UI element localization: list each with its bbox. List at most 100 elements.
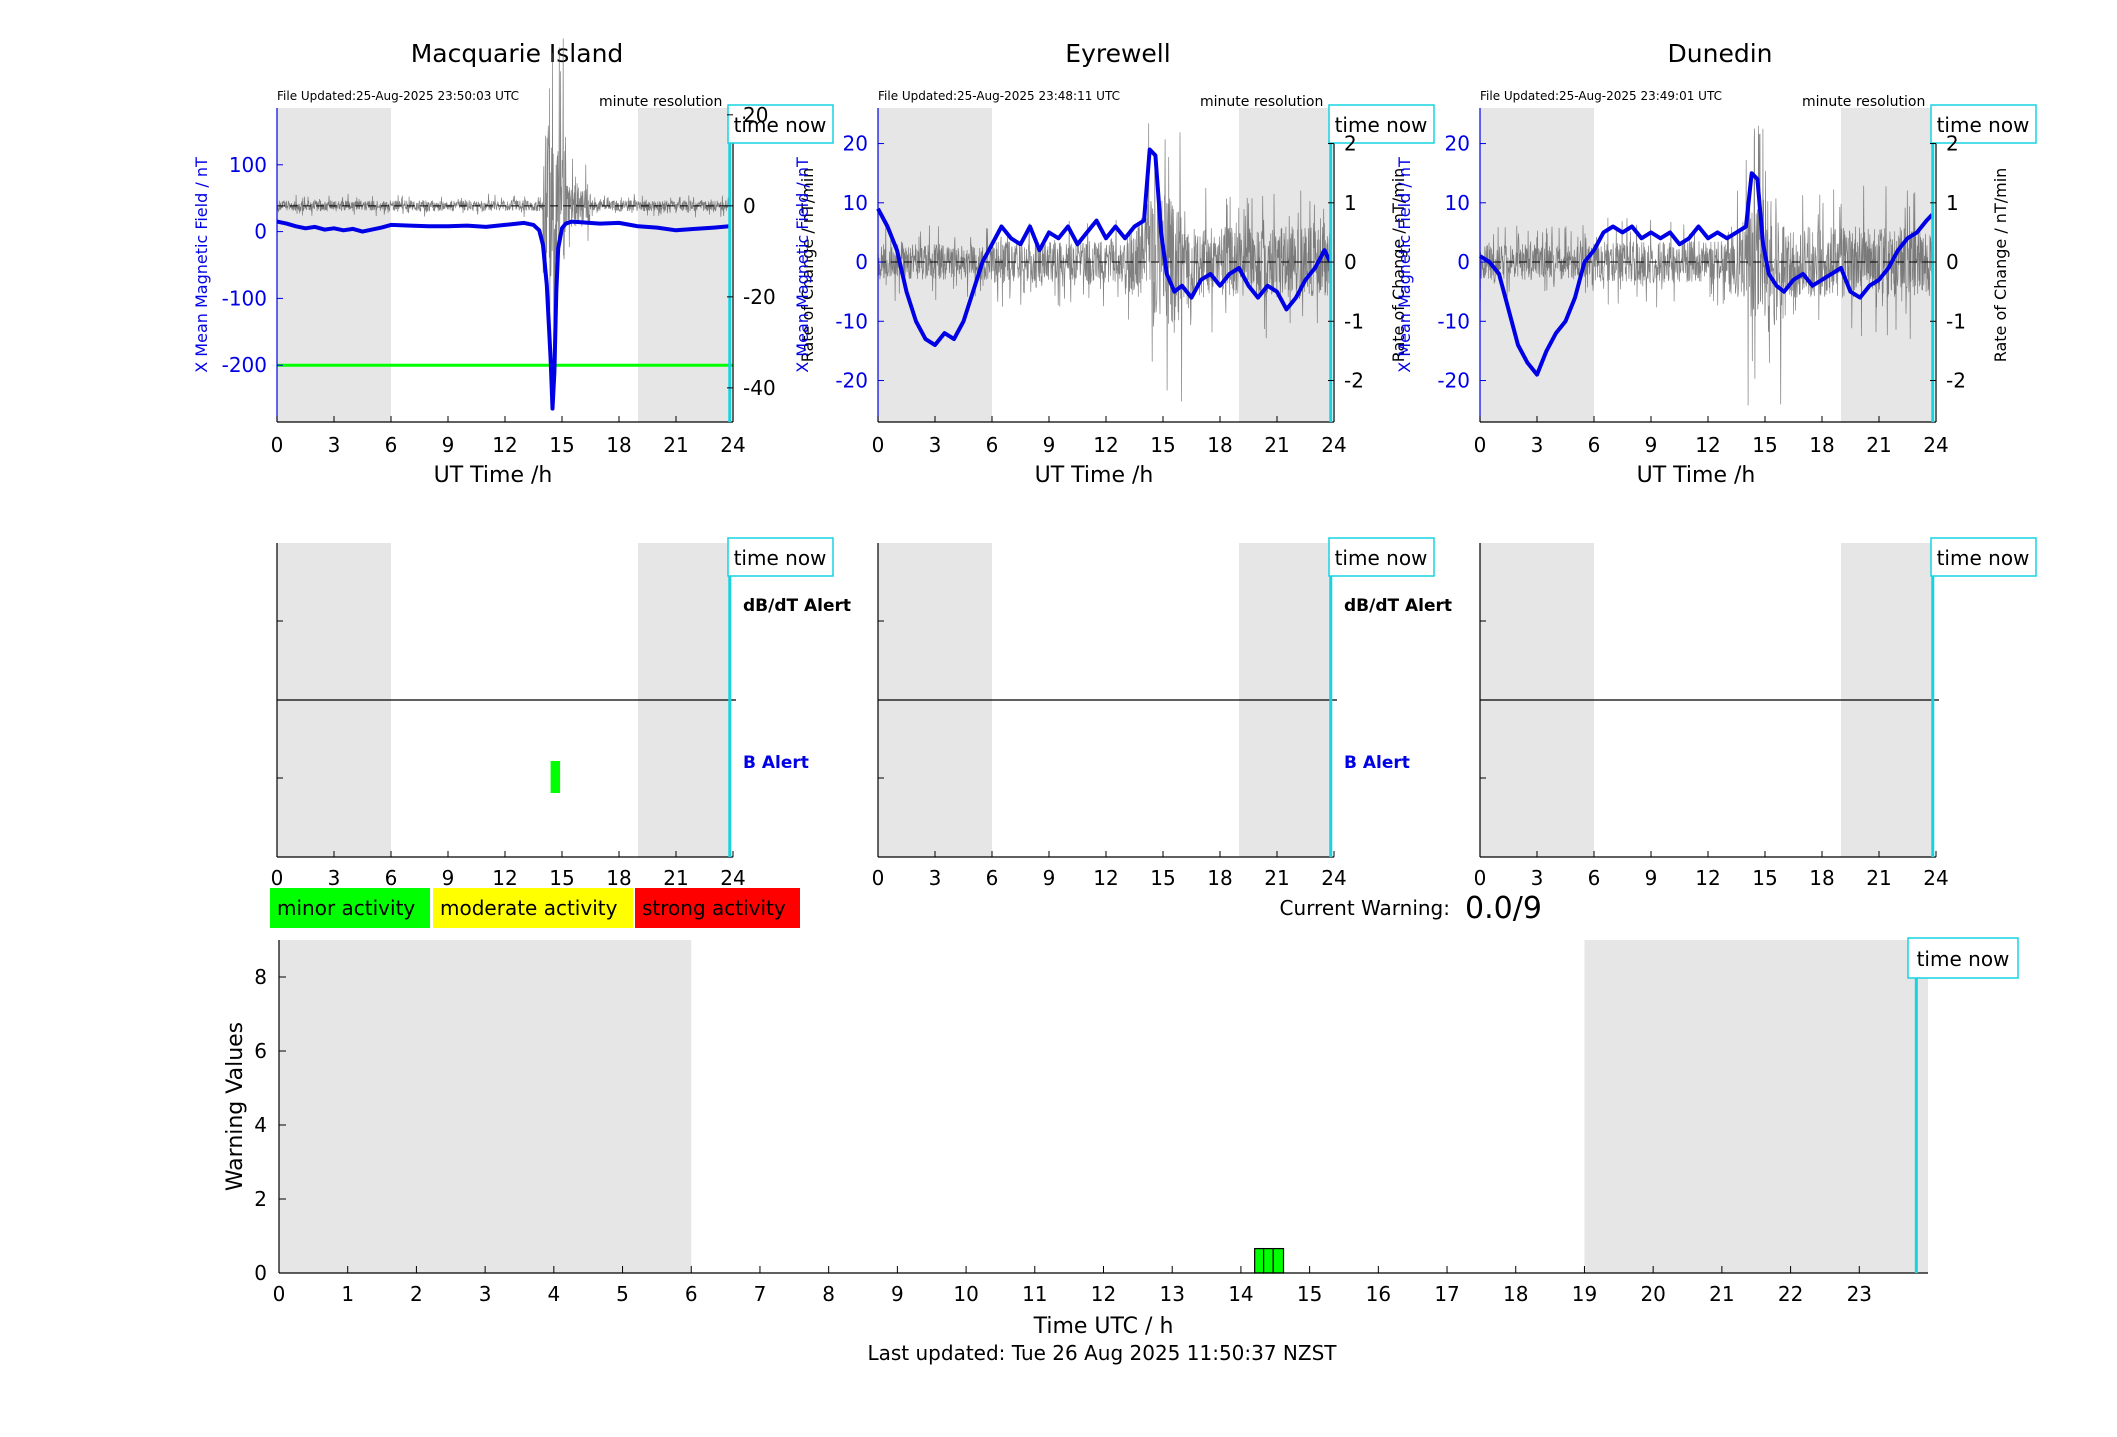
x-tick-label: 6: [1588, 866, 1601, 890]
x-tick-label: 15: [549, 866, 574, 890]
right-tick-label: -40: [743, 376, 776, 400]
x-field-series: [276, 219, 730, 411]
current-warning-value: 0.0/9: [1465, 891, 1542, 926]
time-now-label: time now: [1937, 546, 2030, 570]
warning-x-tick-label: 20: [1640, 1282, 1665, 1306]
x-tick-label: 24: [1923, 433, 1948, 457]
x-tick-label: 0: [872, 433, 885, 457]
right-axis-label: Rate of Change / nT/min: [1991, 168, 2010, 363]
dbdt-alert-label: dB/dT Alert: [743, 596, 851, 616]
rate-of-change-trace: [1479, 125, 1933, 406]
left-tick-label: -100: [222, 286, 267, 310]
right-tick-label: -1: [1344, 309, 1364, 333]
warning-x-tick-label: 12: [1091, 1282, 1116, 1306]
x-tick-label: 3: [328, 866, 341, 890]
warning-x-tick-label: 0: [273, 1282, 286, 1306]
file-updated-text: File Updated:25-Aug-2025 23:49:01 UTC: [1480, 89, 1722, 103]
x-tick-label: 9: [1043, 866, 1056, 890]
time-now-box: time now: [1930, 104, 2037, 144]
time-now-frame: [1328, 537, 1435, 577]
x-tick-label: 0: [271, 866, 284, 890]
legend-swatch: [433, 888, 633, 928]
warning-y-tick-label: 0: [254, 1261, 267, 1285]
legend-swatch: [270, 888, 430, 928]
warning-x-tick-label: 1: [341, 1282, 354, 1306]
left-tick-label: -20: [1437, 369, 1470, 393]
x-tick-label: 15: [549, 433, 574, 457]
x-axis-label: UT Time /h: [1035, 463, 1154, 488]
dbdt-alert-label: dB/dT Alert: [1344, 596, 1452, 616]
x-tick-label: 3: [929, 433, 942, 457]
x-tick-label: 24: [1321, 433, 1346, 457]
warning-y-tick-label: 8: [254, 965, 267, 989]
warning-x-tick-label: 11: [1022, 1282, 1047, 1306]
x-tick-label: 15: [1752, 866, 1777, 890]
x-tick-label: 21: [1264, 866, 1289, 890]
legend-item-1: moderate activity: [433, 888, 633, 928]
x-axis-label: UT Time /h: [434, 463, 553, 488]
time-now-box: time now: [1930, 537, 2037, 577]
station-title: Dunedin: [1668, 39, 1773, 68]
left-tick-label: -10: [1437, 309, 1470, 333]
night-shading: [1584, 940, 1928, 1273]
warning-bar: [1254, 1247, 1265, 1274]
x-tick-label: 6: [986, 866, 999, 890]
x-tick-label: 3: [328, 433, 341, 457]
time-now-frame: [727, 104, 834, 144]
time-now-frame: [727, 537, 834, 577]
warning-x-label: Time UTC / h: [1033, 1314, 1174, 1339]
b-alert-label: B Alert: [743, 753, 809, 773]
warning-x-tick-label: 6: [685, 1282, 698, 1306]
x-field-series: [1478, 171, 1934, 377]
alert-panel-0: time now dB/dT Alert B Alert 0 3 6 9 12 15 18 21 24: [271, 537, 851, 890]
night-shading: [279, 940, 692, 1273]
warning-bar: [1272, 1247, 1285, 1274]
left-tick-label: 0: [254, 220, 267, 244]
warning-x-tick-label: 4: [547, 1282, 560, 1306]
warning-y-label: Warning Values: [223, 1022, 248, 1191]
alert-panel-2: time now 0 3 6 9 12 15 18 21 24: [1474, 537, 2037, 890]
x-tick-label: 3: [1531, 433, 1544, 457]
station-title: Eyrewell: [1065, 39, 1170, 68]
x-tick-label: 12: [492, 866, 517, 890]
time-now-label: time now: [1917, 947, 2010, 971]
right-axis-label: Rate of Change / nT/min: [798, 168, 817, 363]
legend-item-0: minor activity: [270, 888, 430, 928]
x-tick-label: 12: [1695, 866, 1720, 890]
right-axis-label: Rate of Change / nT/min: [1389, 168, 1408, 363]
time-now-frame: [1930, 537, 2037, 577]
x-tick-label: 18: [1207, 866, 1232, 890]
x-tick-label: 3: [929, 866, 942, 890]
warning-x-tick-label: 21: [1709, 1282, 1734, 1306]
left-tick-label: 100: [229, 153, 267, 177]
left-axis-label: X Mean Magnetic Field / nT: [793, 157, 812, 373]
legend-item-2: strong activity: [635, 888, 800, 928]
left-axis-label: X Mean Magnetic Field / nT: [192, 157, 211, 373]
x-tick-label: 21: [663, 433, 688, 457]
warning-x-tick-label: 3: [479, 1282, 492, 1306]
file-updated-text: File Updated:25-Aug-2025 23:48:11 UTC: [878, 89, 1120, 103]
x-axis-label: UT Time /h: [1637, 463, 1756, 488]
time-now-label: time now: [1335, 113, 1428, 137]
time-now-box: time now: [727, 537, 834, 577]
time-now-box: time now: [1328, 537, 1435, 577]
alert-panel-1: time now dB/dT Alert B Alert 0 3 6 9 12 15 18 21 24: [872, 537, 1452, 890]
legend-label: moderate activity: [440, 896, 618, 920]
left-axis-label: X Mean Magnetic Field / nT: [1395, 157, 1414, 373]
station-panel-2: Dunedin File Updated:25-Aug-2025 23:49:01…: [1395, 39, 2037, 488]
warning-x-tick-label: 14: [1228, 1282, 1253, 1306]
x-tick-label: 12: [492, 433, 517, 457]
legend-swatch: [635, 888, 800, 928]
x-tick-label: 6: [385, 433, 398, 457]
warning-x-tick-label: 18: [1503, 1282, 1528, 1306]
resolution-label: minute resolution: [1802, 94, 1925, 110]
x-tick-label: 0: [1474, 866, 1487, 890]
left-tick-label: 0: [1457, 250, 1470, 274]
right-tick-label: 1: [1344, 191, 1357, 215]
station-panel-1: Eyrewell File Updated:25-Aug-2025 23:48:1…: [793, 39, 1435, 488]
x-tick-label: 18: [1809, 866, 1834, 890]
time-now-label: time now: [734, 546, 827, 570]
warning-y-tick-label: 4: [254, 1113, 267, 1137]
x-tick-label: 18: [606, 433, 631, 457]
x-tick-label: 15: [1150, 866, 1175, 890]
